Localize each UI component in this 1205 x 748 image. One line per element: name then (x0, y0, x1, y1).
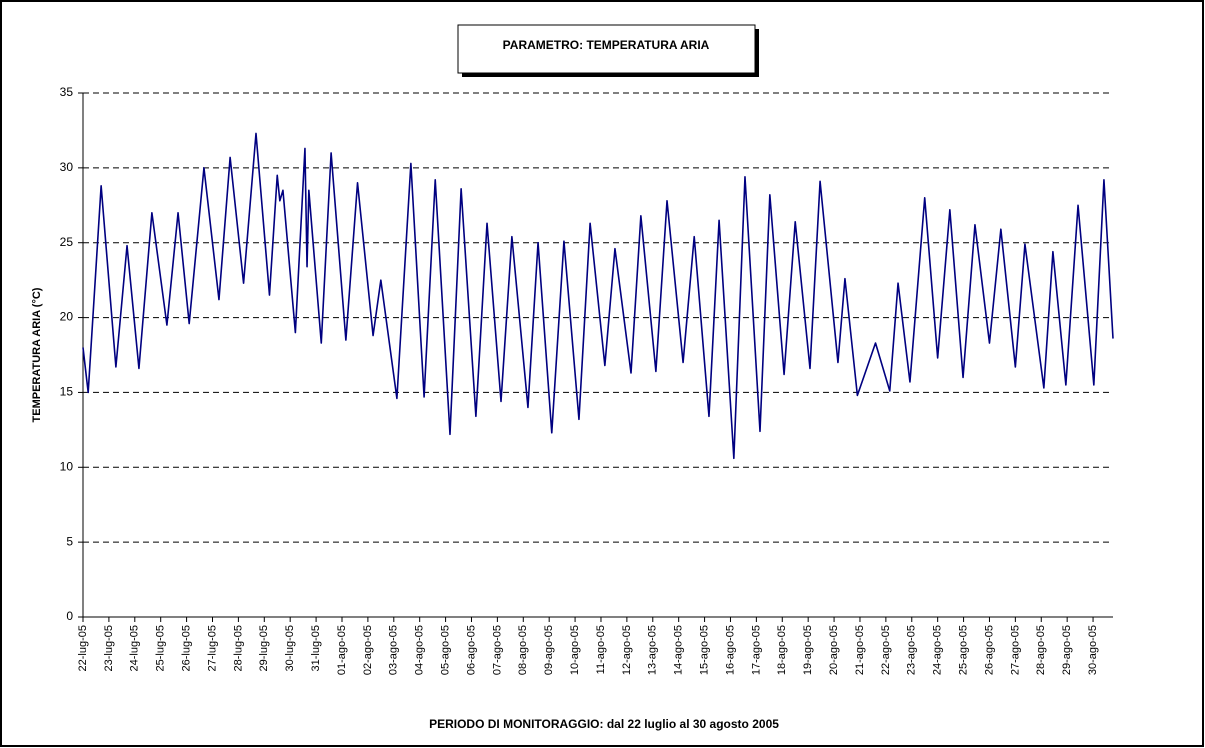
y-tick-label: 30 (60, 160, 74, 174)
x-tick-label: 19-ago-05 (802, 625, 814, 675)
x-tick-label: 25-ago-05 (957, 625, 969, 675)
x-tick-label: 22-lug-05 (77, 625, 89, 671)
y-tick-label: 0 (66, 609, 73, 623)
x-tick-label: 22-ago-05 (880, 625, 892, 675)
x-tick-label: 27-lug-05 (206, 625, 218, 671)
x-tick-label: 29-ago-05 (1061, 625, 1073, 675)
temperature-line (82, 132, 1114, 460)
x-tick-label: 27-ago-05 (1009, 625, 1021, 675)
x-tick-label: 25-lug-05 (155, 625, 167, 671)
y-tick-label: 10 (60, 459, 74, 473)
x-axis-title: PERIODO DI MONITORAGGIO: dal 22 luglio a… (429, 717, 779, 731)
x-tick-label: 28-ago-05 (1035, 625, 1047, 675)
y-tick-label: 20 (60, 310, 74, 324)
x-tick-label: 13-ago-05 (647, 625, 659, 675)
y-tick-label: 5 (66, 534, 73, 548)
x-tick-label: 16-ago-05 (724, 625, 736, 675)
x-tick-label: 02-ago-05 (362, 625, 374, 675)
x-tick-label: 24-ago-05 (932, 625, 944, 675)
chart-title: PARAMETRO: TEMPERATURA ARIA (503, 38, 710, 52)
x-tick-label: 14-ago-05 (673, 625, 685, 675)
x-tick-label: 01-ago-05 (336, 625, 348, 675)
x-tick-label: 20-ago-05 (828, 625, 840, 675)
x-tick-label: 30-ago-05 (1087, 625, 1099, 675)
x-tick-label: 04-ago-05 (414, 625, 426, 675)
x-tick-label: 09-ago-05 (543, 625, 555, 675)
x-tick-label: 08-ago-05 (517, 625, 529, 675)
y-tick-label: 25 (60, 235, 74, 249)
x-tick-label: 23-lug-05 (103, 625, 115, 671)
x-tick-label: 30-lug-05 (284, 625, 296, 671)
x-tick-label: 03-ago-05 (388, 625, 400, 675)
x-tick-label: 21-ago-05 (854, 625, 866, 675)
x-tick-label: 06-ago-05 (465, 625, 477, 675)
x-tick-label: 18-ago-05 (776, 625, 788, 675)
x-tick-label: 28-lug-05 (232, 625, 244, 671)
y-axis-title: TEMPERATURA ARIA (°C) (31, 287, 43, 422)
x-tick-label: 15-ago-05 (698, 625, 710, 675)
x-tick-label: 17-ago-05 (750, 625, 762, 675)
x-tick-label: 11-ago-05 (595, 625, 607, 674)
y-tick-label: 15 (60, 385, 74, 399)
x-tick-label: 12-ago-05 (621, 625, 633, 675)
x-tick-label: 07-ago-05 (491, 625, 503, 675)
x-tick-label: 05-ago-05 (439, 625, 451, 675)
title-box (457, 24, 756, 74)
x-tick-label: 29-lug-05 (258, 625, 270, 671)
y-tick-label: 35 (60, 85, 74, 99)
x-tick-label: 31-lug-05 (310, 625, 322, 671)
x-tick-label: 23-ago-05 (906, 625, 918, 675)
x-tick-label: 26-lug-05 (181, 625, 193, 671)
x-tick-label: 24-lug-05 (129, 625, 141, 671)
x-tick-label: 10-ago-05 (569, 625, 581, 675)
x-tick-label: 26-ago-05 (983, 625, 995, 675)
